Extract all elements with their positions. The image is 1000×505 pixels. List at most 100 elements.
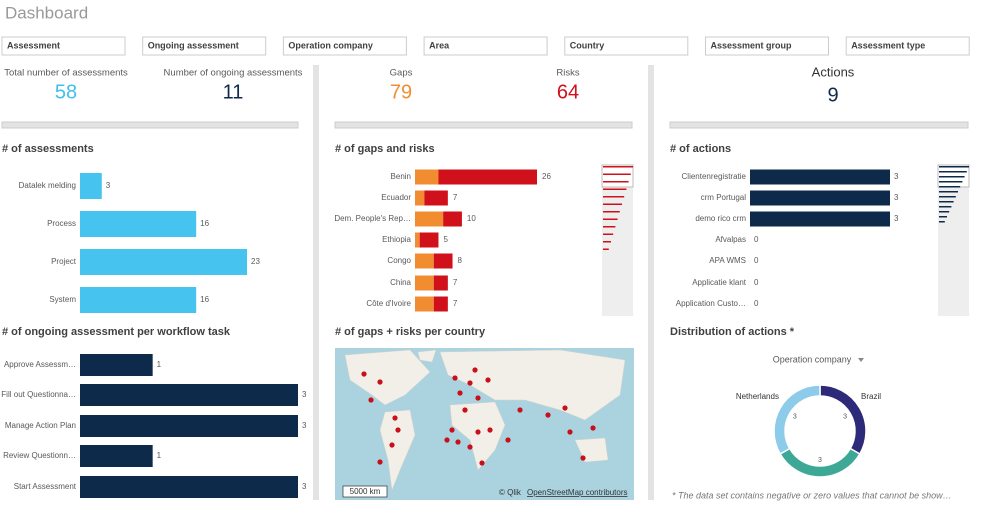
scroll-preview	[939, 191, 958, 193]
kpi-value: 79	[390, 81, 412, 103]
map-dot	[475, 395, 481, 401]
map-scale: 5000 km	[350, 487, 381, 496]
divider	[648, 65, 654, 500]
bar-segment	[415, 275, 434, 291]
bar	[750, 190, 890, 206]
filter-box[interactable]	[423, 36, 548, 56]
category-label: Project	[51, 257, 77, 266]
filter-label: Ongoing assessment	[148, 40, 239, 50]
bar-segment	[415, 169, 439, 185]
map-land	[344, 349, 431, 406]
total-label: 7	[453, 193, 458, 202]
bar	[80, 287, 197, 313]
value-label: 1	[157, 360, 162, 369]
bar	[80, 211, 197, 237]
value-label: 0	[754, 235, 759, 244]
scroll-preview	[603, 173, 631, 175]
kpi-label: Risks	[556, 68, 579, 79]
bar-segment	[443, 211, 462, 227]
category-label: Côte d'Ivoire	[366, 299, 411, 308]
scroll-preview	[603, 181, 629, 183]
kpi-value: 64	[557, 81, 579, 103]
map-land	[379, 409, 416, 491]
map-dot	[444, 437, 450, 443]
donut-label: Brazil	[861, 392, 881, 401]
scroll-preview	[939, 201, 954, 203]
map-scale-box	[342, 485, 388, 498]
bar	[80, 415, 298, 437]
scroll-preview	[603, 226, 616, 228]
bar	[80, 384, 298, 406]
category-label: Applicatie klant	[692, 278, 747, 287]
page-title: Dashboard	[5, 3, 88, 22]
map-dot	[377, 459, 383, 465]
value-label: 23	[251, 257, 260, 266]
map-dot	[580, 455, 586, 461]
category-label: Datalek melding	[19, 181, 76, 190]
category-label: Ethiopia	[382, 235, 411, 244]
filter-box[interactable]	[142, 36, 267, 56]
kpi-value: 58	[55, 81, 77, 103]
donut-label: Netherlands	[736, 392, 779, 401]
scroll-preview	[939, 181, 963, 183]
category-label: Congo	[387, 256, 411, 265]
map-dot	[455, 439, 461, 445]
filter-box[interactable]	[705, 36, 829, 56]
total-label: 7	[453, 299, 458, 308]
dimension-selector[interactable]: Operation company	[773, 354, 852, 364]
scroll-thumb[interactable]	[601, 164, 634, 188]
scroll-preview	[939, 206, 952, 208]
category-label: Clientenregistratie	[682, 172, 747, 181]
scroll-preview	[603, 211, 620, 213]
map-dot	[590, 425, 596, 431]
filter-box[interactable]	[282, 36, 407, 56]
map-dot	[457, 390, 463, 396]
value-label: 3	[894, 193, 899, 202]
bar-segment	[415, 253, 434, 269]
category-label: APA WMS	[709, 256, 746, 265]
map-dot	[475, 429, 481, 435]
category-label: China	[390, 278, 411, 287]
map-land	[449, 401, 506, 471]
scroll-preview	[603, 233, 614, 235]
category-label: Review Questionn…	[3, 451, 76, 460]
kpi-label: Number of ongoing assessments	[164, 68, 303, 79]
total-label: 8	[458, 256, 463, 265]
map-dot	[449, 427, 455, 433]
filter-label: Operation company	[288, 40, 373, 50]
scrollbar[interactable]	[938, 165, 969, 316]
bar-segment	[419, 232, 439, 248]
bar	[80, 445, 153, 467]
filter-box[interactable]	[564, 36, 689, 56]
footnote: * The data set contains negative or zero…	[672, 490, 952, 500]
kpi-value: 9	[827, 84, 838, 106]
scrollbar[interactable]	[602, 165, 633, 316]
map-dot	[517, 407, 523, 413]
scroll-preview	[603, 218, 618, 220]
map-land	[417, 349, 437, 363]
bar	[80, 173, 102, 199]
donut-segment	[773, 384, 821, 456]
category-label: crm Portugal	[701, 193, 747, 202]
donut-value: 3	[843, 413, 847, 420]
category-label: Process	[47, 219, 76, 228]
separator	[334, 121, 633, 129]
scroll-preview	[939, 176, 965, 178]
map-dot	[395, 427, 401, 433]
map-dot	[567, 429, 573, 435]
scroll-preview	[939, 221, 945, 223]
value-label: 3	[302, 390, 307, 399]
value-label: 0	[754, 256, 759, 265]
map-attribution-link[interactable]: OpenStreetMap contributors	[527, 488, 628, 497]
bar-segment	[438, 169, 537, 185]
filter-box[interactable]	[1, 36, 126, 56]
map-dot	[485, 377, 491, 383]
filter-box[interactable]	[845, 36, 970, 56]
scroll-preview	[603, 241, 611, 243]
chart-title: # of actions	[670, 143, 731, 155]
map-dot	[467, 380, 473, 386]
scroll-preview	[603, 196, 625, 198]
map-dot	[361, 371, 367, 377]
bar-segment	[424, 190, 448, 206]
